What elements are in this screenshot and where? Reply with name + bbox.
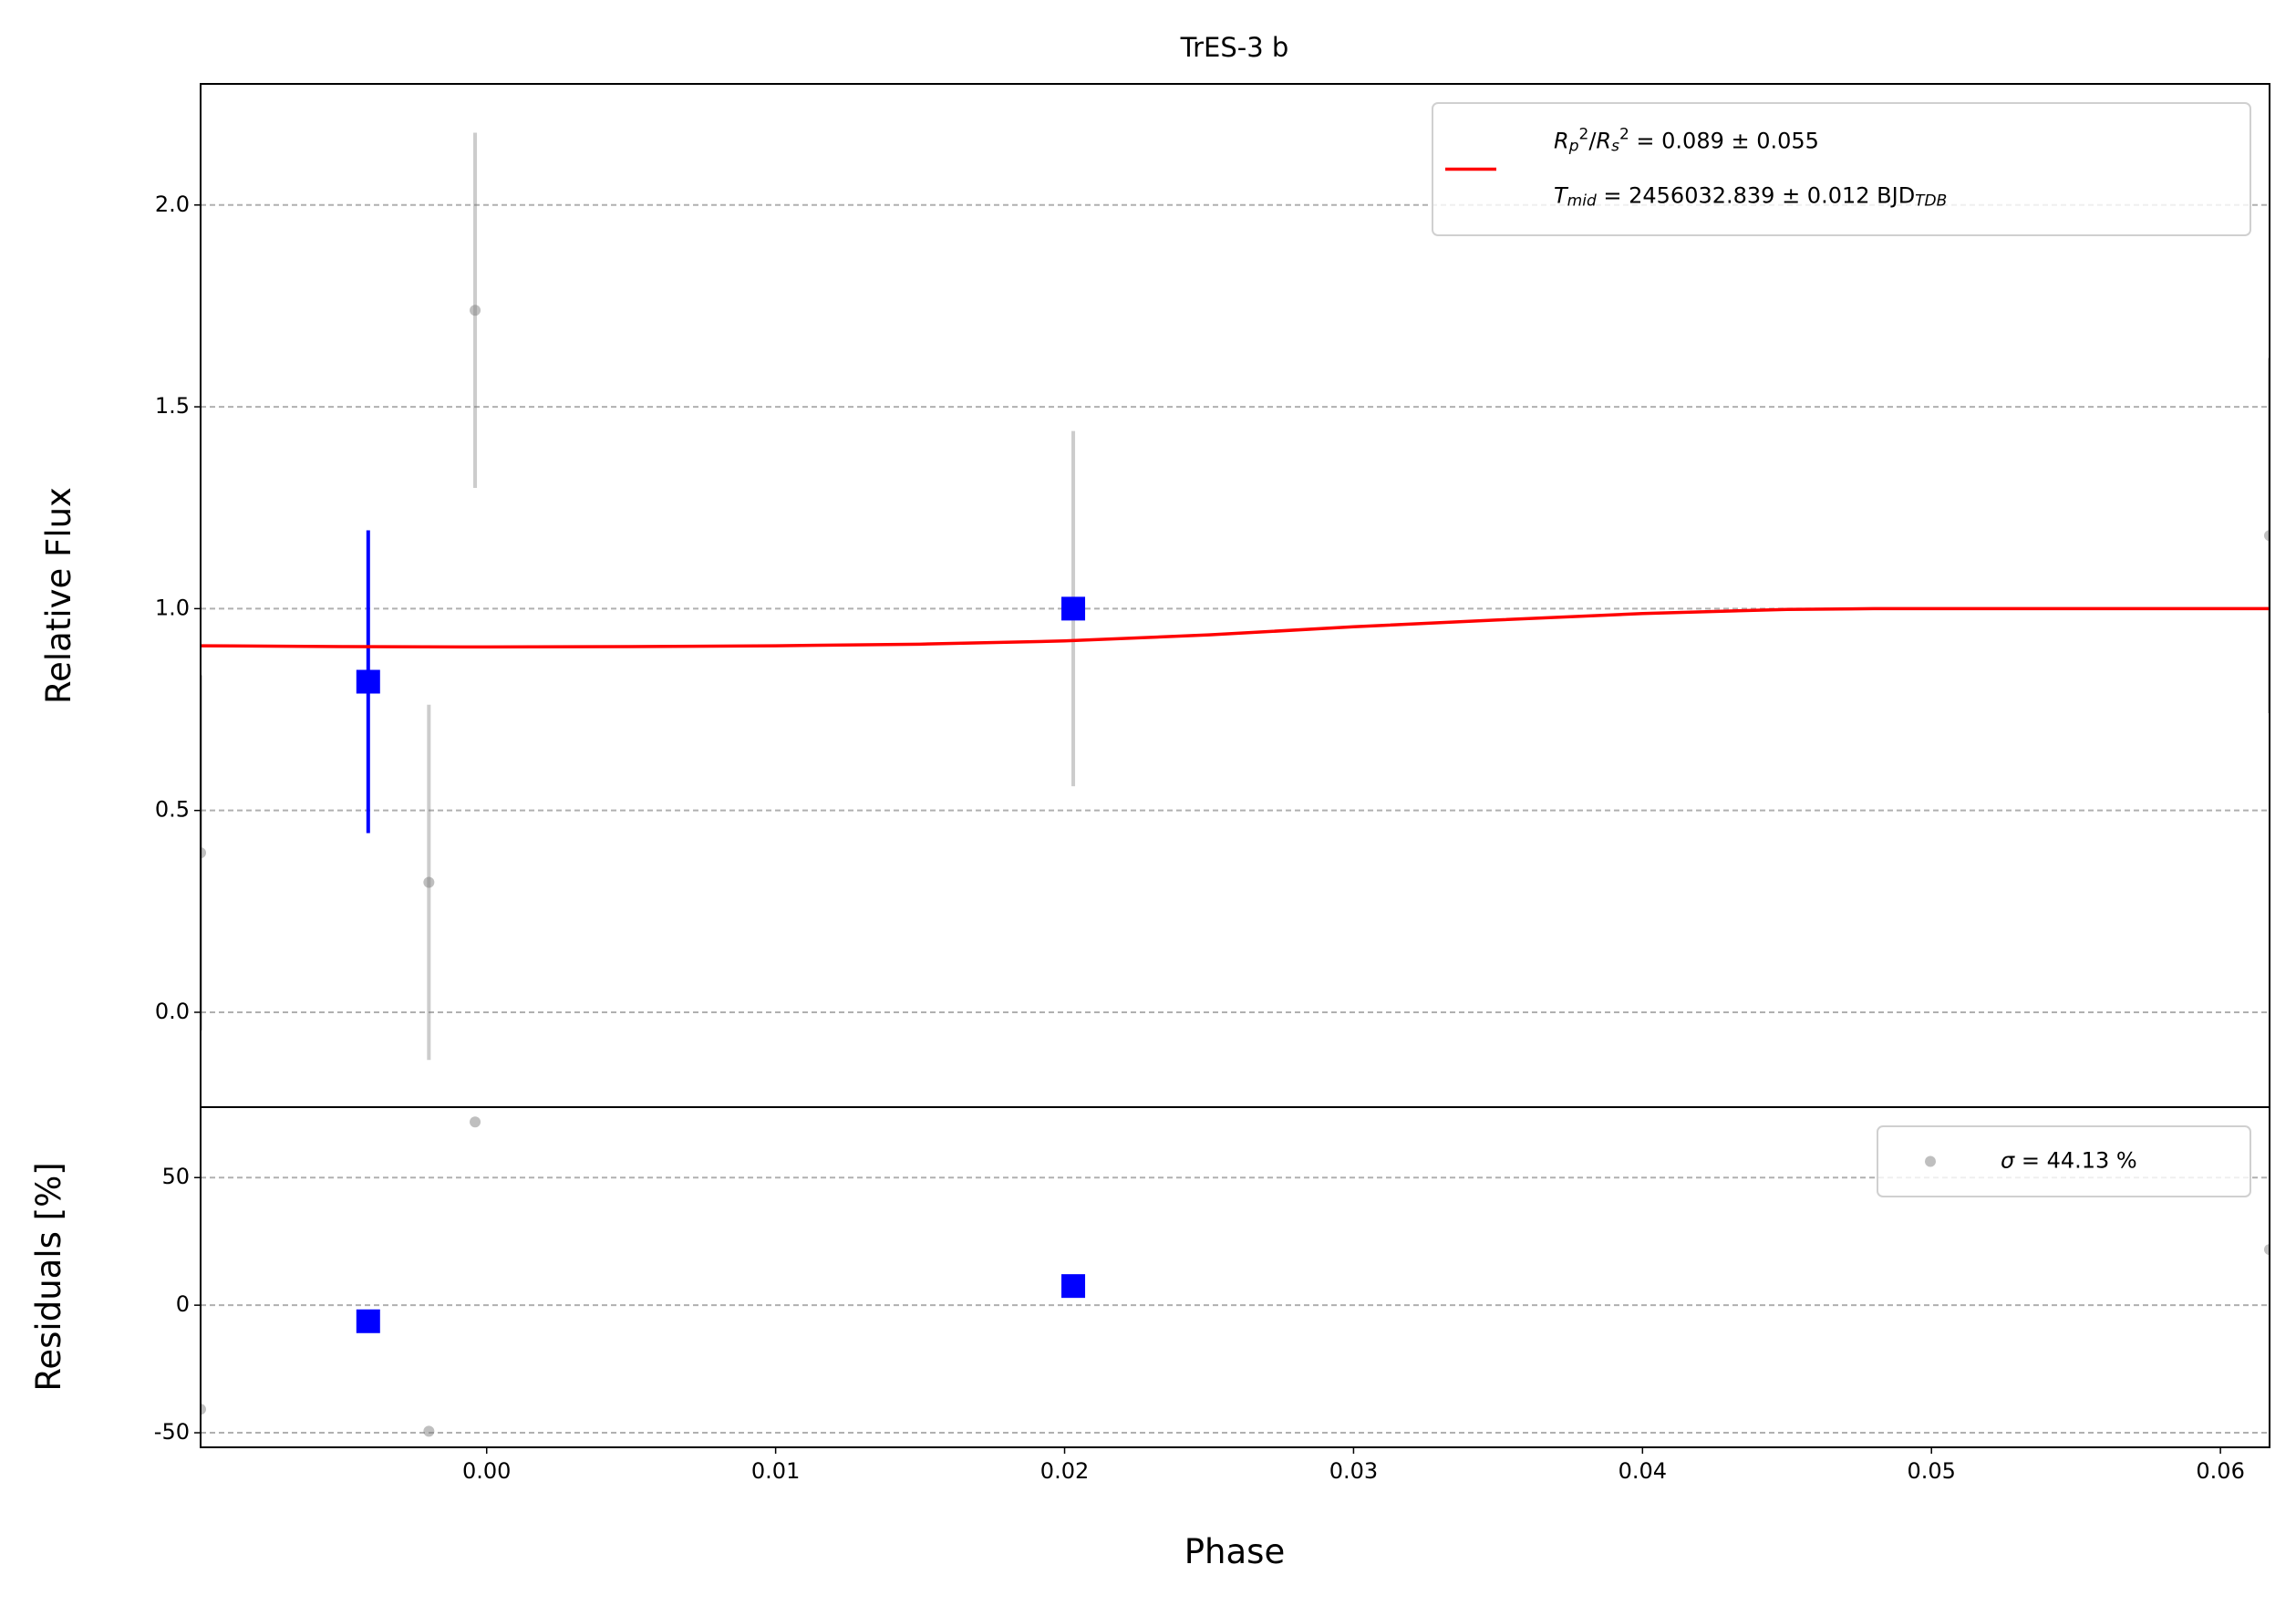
y-tick-label: 0.5 — [155, 797, 190, 823]
binned-point — [356, 1309, 380, 1333]
data-point — [423, 1425, 435, 1437]
data-point — [470, 305, 481, 316]
y-axis-label: Relative Flux — [39, 487, 78, 704]
y-tick-label: -50 — [154, 1419, 190, 1445]
binned-point — [1061, 1274, 1086, 1299]
legend-text-part: R — [1554, 129, 1569, 154]
legend-swatch — [1925, 1155, 1936, 1167]
x-axis-label: Phase — [1184, 1532, 1285, 1571]
legend-label: σ = 44.13 % — [2001, 1148, 2137, 1174]
legend-text-part: s — [1611, 138, 1619, 156]
y-tick-label: 0 — [176, 1291, 190, 1317]
data-point — [470, 1116, 481, 1128]
legend-text-part: = 2456032.839 ± 0.012 BJD — [1597, 183, 1915, 209]
data-point — [2264, 1244, 2270, 1256]
legend-text-part: TDB — [1915, 192, 1947, 211]
x-tick-label: 0.05 — [1908, 1458, 1956, 1484]
legend-text-part: / — [1588, 129, 1597, 154]
y-tick-label: 50 — [161, 1164, 190, 1189]
binned-point — [356, 669, 380, 694]
x-tick-label: 0.04 — [1619, 1458, 1667, 1484]
chart-title: TrES-3 b — [1180, 32, 1289, 63]
data-point — [201, 847, 206, 859]
y-axis-label: Residuals [%] — [29, 1162, 68, 1391]
legend-text-part: R — [1596, 129, 1611, 154]
y-tick-label: 2.0 — [155, 192, 190, 217]
legend-text-part: = 44.13 % — [2014, 1148, 2137, 1174]
y-tick-label: 1.5 — [155, 393, 190, 419]
x-tick-label: 0.00 — [462, 1458, 511, 1484]
legend-text-part: 2 — [1619, 126, 1629, 144]
axes-frame — [200, 1106, 2270, 1448]
x-tick-label: 0.02 — [1040, 1458, 1089, 1484]
legend-label: Rp2/Rs2 = 0.089 ± 0.055 — [1554, 126, 1819, 156]
data-point — [423, 876, 435, 888]
legend-label: Tmid = 2456032.839 ± 0.012 BJDTDB — [1554, 183, 1947, 211]
x-tick-label: 0.06 — [2196, 1458, 2244, 1484]
legend-text-part: mid — [1567, 192, 1597, 211]
y-tick-label: 0.0 — [155, 999, 190, 1024]
legend-text-part: = 0.089 ± 0.055 — [1629, 129, 1819, 154]
data-point — [2264, 530, 2270, 542]
legend-box — [1432, 102, 2251, 236]
x-tick-label: 0.03 — [1329, 1458, 1378, 1484]
legend-text-part: 2 — [1578, 126, 1588, 144]
legend-text-part: σ — [2001, 1148, 2015, 1174]
model-line — [201, 606, 2270, 649]
data-point — [201, 1404, 206, 1415]
y-tick-label: 1.0 — [155, 595, 190, 620]
binned-point — [1061, 596, 1086, 621]
legend-box — [1877, 1125, 2251, 1197]
legend-text-part: T — [1554, 183, 1569, 209]
x-tick-label: 0.01 — [751, 1458, 800, 1484]
legend-text-part: p — [1568, 138, 1579, 156]
